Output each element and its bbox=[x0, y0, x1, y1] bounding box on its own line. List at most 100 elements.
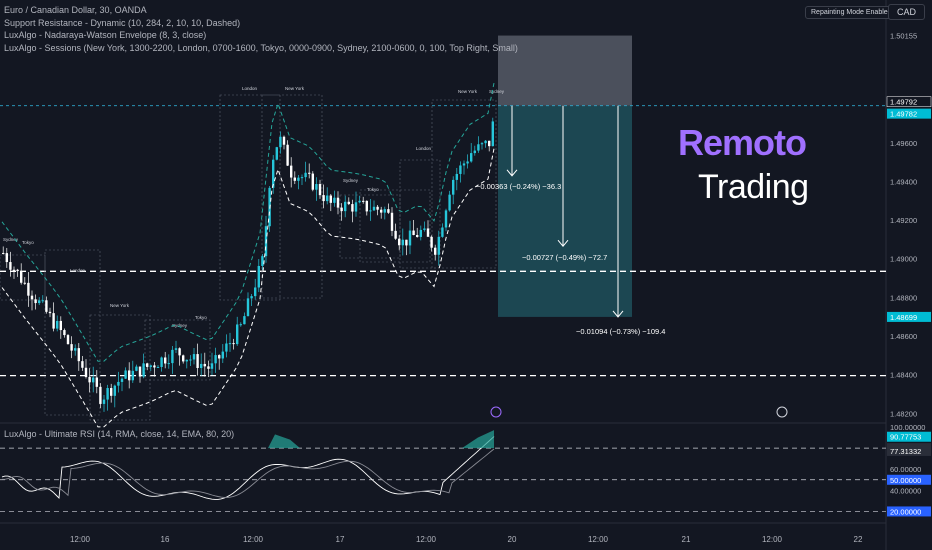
session-label: Sydney bbox=[489, 89, 505, 94]
candle-body bbox=[412, 230, 415, 236]
session-box bbox=[0, 254, 46, 301]
currency-badge[interactable]: CAD bbox=[888, 4, 926, 20]
candle-body bbox=[77, 348, 80, 362]
candle-body bbox=[408, 230, 412, 246]
candle-body bbox=[59, 320, 62, 331]
price-label-bg bbox=[886, 96, 932, 107]
price-axis-label: 1.48699 bbox=[890, 313, 917, 322]
candle-body bbox=[92, 377, 95, 383]
candle-body bbox=[45, 300, 48, 312]
candle-body bbox=[459, 165, 462, 174]
repainting-mode-badge[interactable]: Repainting Mode Enabled bbox=[805, 6, 898, 19]
candle-body bbox=[38, 300, 41, 304]
candle-body bbox=[254, 287, 257, 297]
candle-body bbox=[466, 161, 469, 164]
rsi-overbought-fill bbox=[462, 430, 494, 449]
indicator-sessions[interactable]: LuxAlgo - Sessions (New York, 1300-2200,… bbox=[4, 42, 518, 53]
envelope-lower bbox=[1, 148, 495, 428]
session-label: Sydney bbox=[3, 237, 19, 242]
candle-body bbox=[405, 239, 408, 246]
candle-body bbox=[297, 177, 300, 181]
indicator-nadaraya-envelope[interactable]: LuxAlgo - Nadaraya-Watson Envelope (8, 3… bbox=[4, 30, 207, 40]
candle-body bbox=[56, 320, 59, 329]
candle-body bbox=[362, 200, 365, 202]
candle-body bbox=[376, 206, 379, 210]
time-axis-label: 12:00 bbox=[243, 535, 264, 544]
price-axis-label: 1.48800 bbox=[890, 293, 917, 302]
rsi-label-bg bbox=[887, 431, 931, 442]
candle-body bbox=[275, 147, 278, 160]
candle-body bbox=[124, 370, 127, 379]
candle-body bbox=[146, 363, 149, 367]
price-axis-label: 1.49400 bbox=[890, 177, 917, 186]
candle-body bbox=[120, 378, 124, 382]
candle-body bbox=[279, 136, 282, 148]
projection-arrowhead bbox=[612, 310, 624, 318]
indicator-support-resistance[interactable]: Support Resistance - Dynamic (10, 284, 2… bbox=[4, 17, 241, 28]
candle-body bbox=[174, 348, 178, 350]
candle-body bbox=[434, 247, 437, 255]
candle-body bbox=[138, 366, 142, 377]
candle-body bbox=[423, 228, 426, 230]
candle-body bbox=[156, 366, 160, 368]
candle-body bbox=[387, 209, 390, 213]
candle-body bbox=[30, 295, 34, 300]
candle-body bbox=[20, 271, 23, 283]
candle-body bbox=[99, 386, 102, 404]
candle-body bbox=[470, 153, 473, 162]
candle-body bbox=[430, 236, 433, 248]
candle-body bbox=[484, 140, 487, 144]
session-label: New York bbox=[110, 303, 130, 308]
rsi-legend[interactable]: LuxAlgo - Ultimate RSI (14, RMA, close, … bbox=[4, 429, 235, 439]
session-box bbox=[261, 94, 323, 299]
candle-body bbox=[333, 197, 336, 203]
session-box bbox=[399, 159, 441, 269]
projection-arrowhead bbox=[506, 169, 518, 177]
candle-body bbox=[192, 354, 196, 360]
candle-body bbox=[171, 349, 174, 364]
candle-body bbox=[34, 299, 37, 304]
candle-body bbox=[102, 399, 106, 404]
logo-line1: Remoto bbox=[678, 122, 807, 163]
candle-body bbox=[473, 150, 476, 154]
candle-body bbox=[308, 172, 311, 174]
time-axis-label: 12:00 bbox=[70, 535, 91, 544]
candle-body bbox=[23, 282, 26, 284]
reward-box bbox=[498, 105, 632, 317]
time-axis-label: 12:00 bbox=[588, 535, 609, 544]
candle-body bbox=[142, 363, 145, 377]
candle-body bbox=[282, 136, 286, 145]
rsi-axis-label: 77.31332 bbox=[890, 447, 921, 456]
candle-body bbox=[416, 235, 419, 237]
candle-body bbox=[185, 359, 188, 362]
session-label: Tokyo bbox=[367, 187, 379, 192]
candle-body bbox=[239, 324, 242, 326]
rsi-label-bg bbox=[887, 474, 931, 485]
rsi-axis-label: 100.00000 bbox=[890, 423, 925, 432]
candle-body bbox=[480, 143, 484, 145]
candle-body bbox=[228, 343, 232, 345]
session-label: Tokyo bbox=[22, 240, 34, 245]
candle-body bbox=[347, 201, 350, 205]
candle-body bbox=[462, 163, 466, 166]
candle-body bbox=[225, 343, 228, 352]
candle-body bbox=[437, 236, 440, 255]
time-axis-label: 12:00 bbox=[416, 535, 437, 544]
symbol-title[interactable]: Euro / Canadian Dollar, 30, OANDA bbox=[4, 5, 147, 15]
candle-body bbox=[27, 282, 30, 296]
candle-body bbox=[380, 209, 383, 213]
candle-body bbox=[401, 239, 404, 246]
candle-body bbox=[358, 200, 361, 203]
time-axis-label: 21 bbox=[682, 535, 691, 544]
candle-body bbox=[203, 363, 206, 367]
price-axis-label: 1.49000 bbox=[890, 255, 917, 264]
candle-body bbox=[135, 366, 138, 371]
candle-body bbox=[398, 238, 401, 246]
session-box bbox=[219, 94, 281, 301]
projection-arrowhead bbox=[557, 239, 569, 247]
candle-body bbox=[383, 209, 386, 213]
rsi-axis-label: 90.77753 bbox=[890, 433, 921, 442]
candle-body bbox=[41, 300, 44, 302]
